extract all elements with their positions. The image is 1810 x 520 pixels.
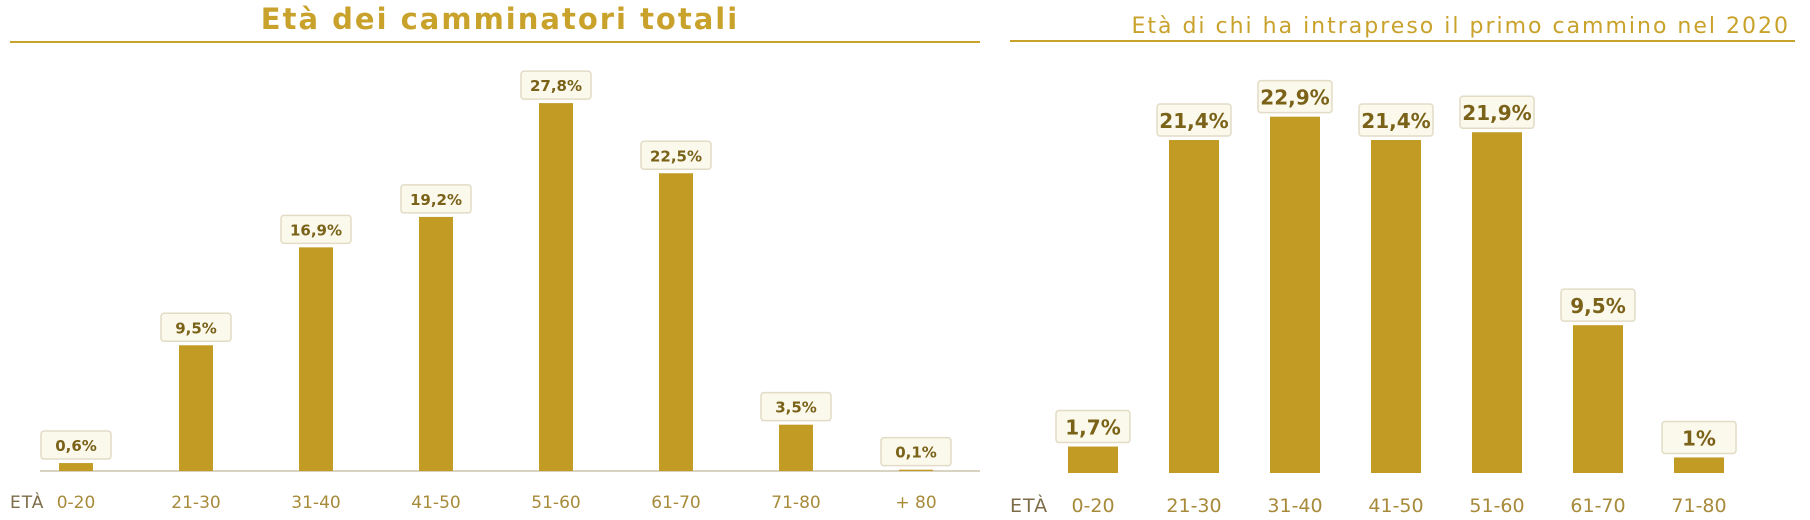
- data-label-71-80: 3,5%: [775, 399, 817, 417]
- bar-+ 80: [899, 469, 933, 471]
- bar-41-50: [1371, 140, 1421, 474]
- tick-label-0-20: 0-20: [1071, 495, 1114, 517]
- tick-label-61-70: 61-70: [651, 493, 700, 513]
- chart-left-marks: 0,6% 0-20 9,5% 21-30 16,9% 31-40 19,2% 41-50 27,…: [40, 70, 952, 513]
- data-label-0-20: 1,7%: [1065, 416, 1120, 440]
- bar-0-20: [1068, 446, 1118, 473]
- data-label-bg-0-20: [1055, 409, 1131, 444]
- data-label-41-50: 21,4%: [1361, 109, 1430, 133]
- data-label-bg-21-30: [1156, 103, 1232, 137]
- tick-label-51-60: 51-60: [531, 493, 580, 513]
- bar-61-70: [659, 173, 693, 471]
- data-label-bg-51-60: [1459, 95, 1535, 129]
- data-label-bg-71-80: [760, 391, 832, 422]
- data-label-bg-41-50: [1358, 103, 1434, 137]
- data-label-31-40: 16,9%: [290, 221, 342, 239]
- data-label-bg-31-40: [1257, 79, 1333, 114]
- data-label-21-30: 9,5%: [175, 319, 217, 337]
- data-label-bg-61-70: [1560, 288, 1636, 322]
- data-label-bg-+ 80: [880, 436, 952, 467]
- data-label-bg-51-60: [520, 70, 592, 100]
- data-label-61-70: 22,5%: [650, 147, 702, 165]
- data-label-71-80: 1%: [1682, 426, 1716, 450]
- bar-41-50: [419, 216, 453, 471]
- bar-31-40: [1270, 116, 1320, 474]
- tick-label-41-50: 41-50: [1368, 495, 1423, 517]
- tick-label-41-50: 41-50: [411, 493, 460, 513]
- bar-0-20: [59, 463, 93, 471]
- bar-21-30: [179, 345, 213, 471]
- data-label-bg-0-20: [40, 430, 112, 460]
- tick-label-+ 80: + 80: [895, 493, 936, 513]
- tick-label-71-80: 71-80: [771, 493, 820, 513]
- data-label-21-30: 21,4%: [1159, 109, 1228, 133]
- tick-label-0-20: 0-20: [57, 493, 96, 513]
- bar-51-60: [1472, 132, 1522, 473]
- data-label-bg-21-30: [160, 312, 232, 343]
- data-label-bg-41-50: [400, 184, 472, 214]
- data-label-bg-61-70: [640, 140, 712, 170]
- chart-left-title: Età dei camminatori totali: [261, 2, 739, 36]
- tick-label-51-60: 51-60: [1469, 495, 1524, 517]
- chart-left-svg: Età dei camminatori totali ETÀ 0,6% 0-20 9…: [10, 2, 980, 513]
- data-label-bg-71-80: [1661, 420, 1737, 455]
- data-label-51-60: 27,8%: [530, 77, 582, 95]
- data-label-0-20: 0,6%: [55, 437, 97, 455]
- tick-label-21-30: 21-30: [1166, 495, 1221, 517]
- bar-61-70: [1573, 325, 1623, 473]
- bar-51-60: [539, 103, 573, 471]
- data-label-bg-31-40: [280, 214, 352, 245]
- data-label-51-60: 21,9%: [1462, 101, 1531, 125]
- tick-label-21-30: 21-30: [171, 493, 220, 513]
- data-label-31-40: 22,9%: [1260, 86, 1329, 110]
- bar-71-80: [1674, 457, 1724, 473]
- tick-label-71-80: 71-80: [1671, 495, 1726, 517]
- bar-21-30: [1169, 140, 1219, 474]
- tick-label-31-40: 31-40: [291, 493, 340, 513]
- data-label-61-70: 9,5%: [1570, 294, 1625, 318]
- chart-right-axis-word: ETÀ: [1010, 494, 1048, 517]
- data-label-+ 80: 0,1%: [895, 444, 937, 462]
- bar-31-40: [299, 247, 333, 471]
- chart-right-title: Età di chi ha intrapreso il primo cammin…: [1131, 14, 1790, 39]
- chart-left-panel: Età dei camminatori totali ETÀ 0,6% 0-20 9…: [10, 2, 980, 513]
- bar-71-80: [779, 424, 813, 471]
- tick-label-31-40: 31-40: [1267, 495, 1322, 517]
- chart-right-svg: Età di chi ha intrapreso il primo cammin…: [1010, 14, 1795, 517]
- chart-left-axis-word: ETÀ: [10, 491, 44, 513]
- chart-right-marks: 1,7% 0-20 21,4% 21-30 22,9% 31-40 21,4% 41-50 21…: [1055, 79, 1737, 517]
- data-label-41-50: 19,2%: [410, 191, 462, 209]
- tick-label-61-70: 61-70: [1570, 495, 1625, 517]
- chart-right-panel: Età di chi ha intrapreso il primo cammin…: [1010, 0, 1810, 520]
